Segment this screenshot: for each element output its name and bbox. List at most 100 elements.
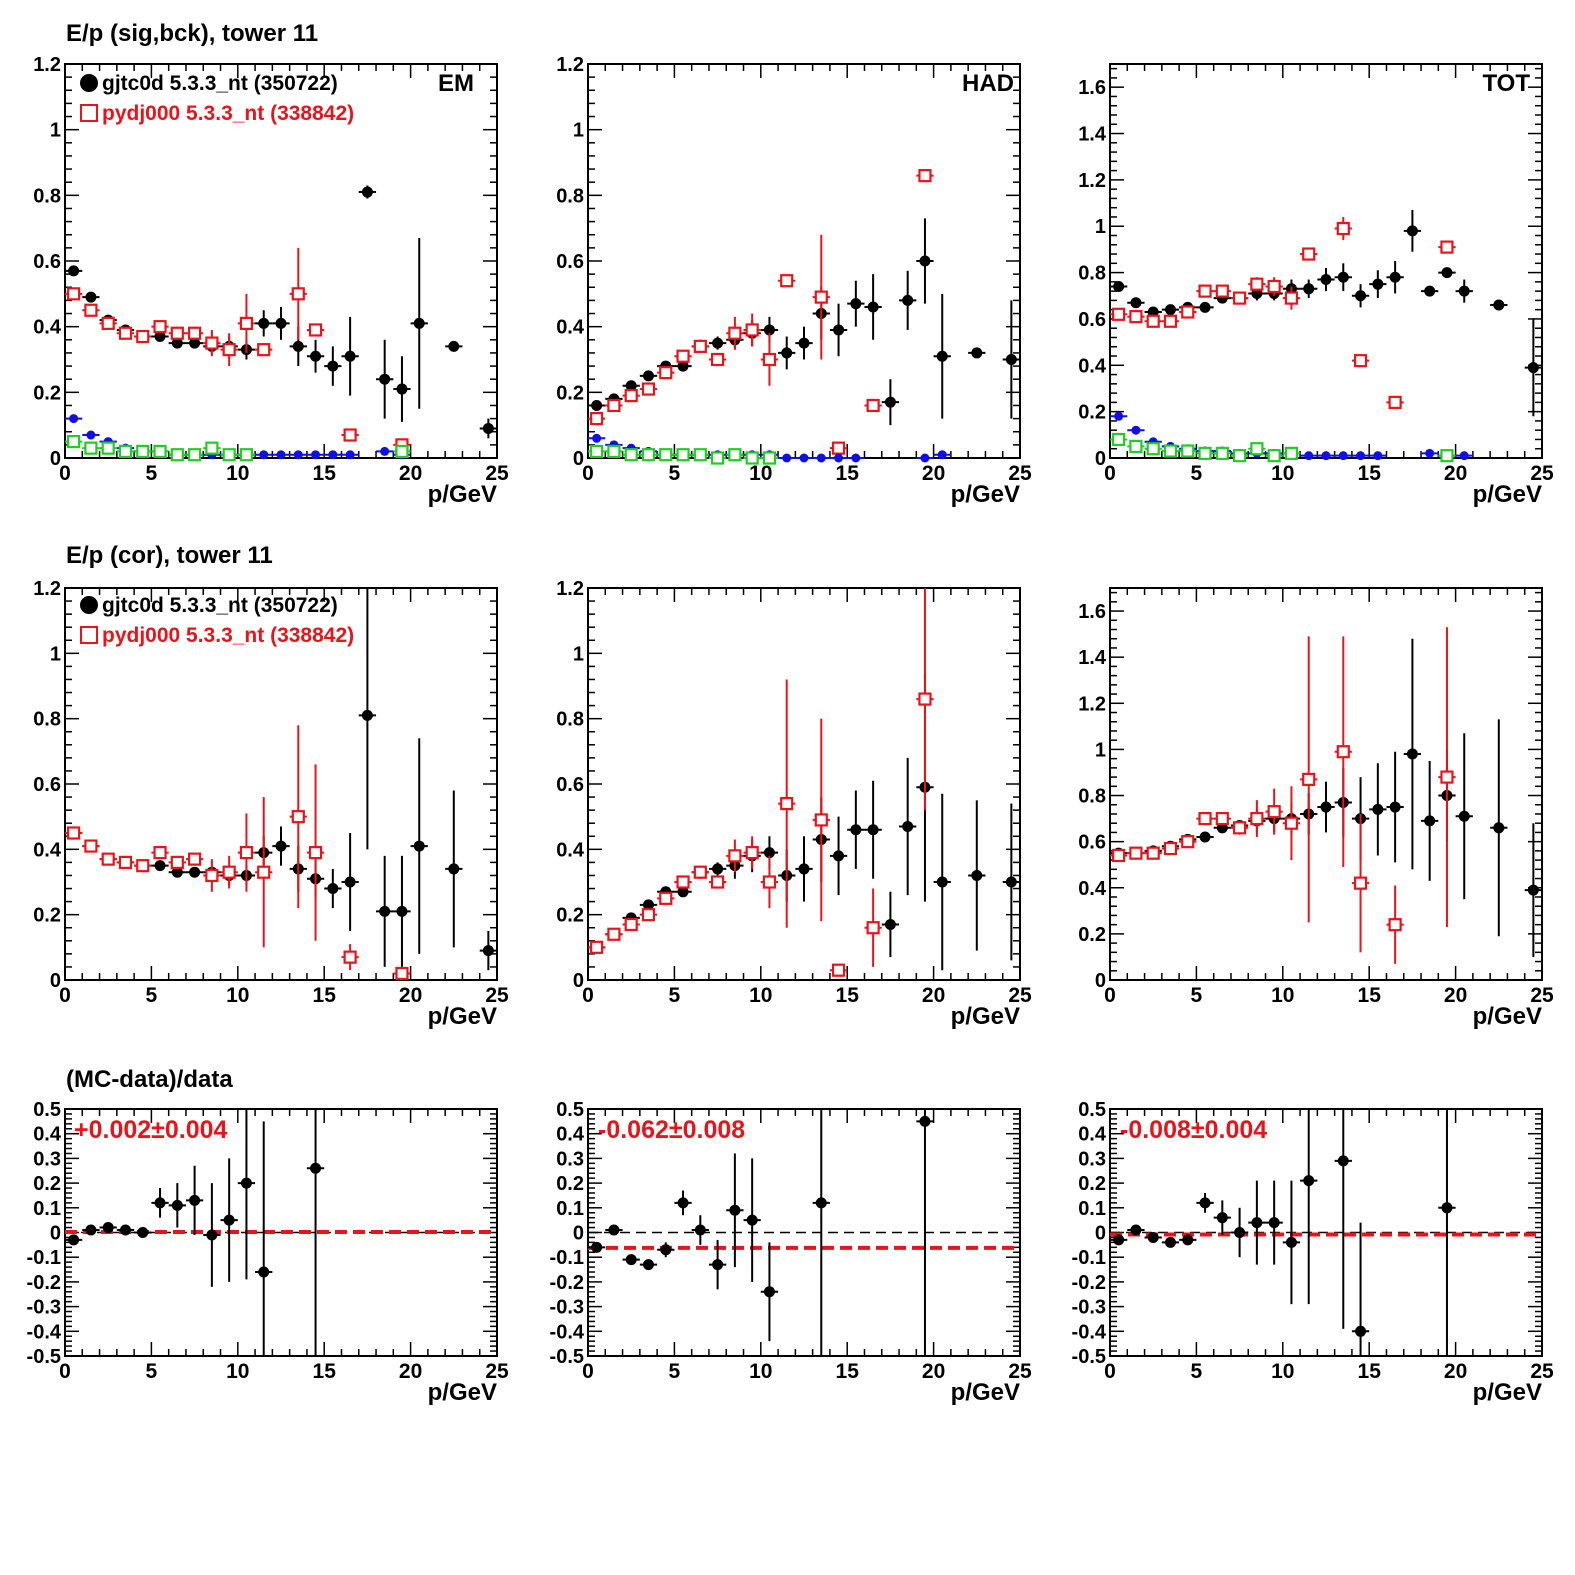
filled-circle-icon [80, 74, 98, 92]
data-point [833, 324, 845, 336]
data-point [591, 1241, 603, 1253]
x-tick-label: 25 [485, 984, 509, 1007]
background-mc-point [239, 448, 254, 462]
mc-point [1250, 811, 1264, 826]
x-tick-label: 0 [1104, 1360, 1116, 1383]
x-axis-label: p/GeV [951, 1003, 1020, 1030]
series-data [1110, 1109, 1456, 1356]
y-tick-label: -0.2 [27, 1272, 61, 1294]
data-point [85, 1224, 97, 1236]
y-tick-label: 1.2 [556, 54, 584, 76]
y-tick-label: -0.3 [27, 1297, 61, 1319]
mc-point [918, 169, 932, 183]
background-mc-point [1284, 446, 1299, 460]
mc-point [676, 875, 690, 889]
y-tick-label: 0.4 [1078, 878, 1107, 900]
open-square-icon [80, 626, 98, 644]
mc-point [814, 813, 828, 827]
data-point [850, 824, 862, 836]
y-tick-label: 0.2 [556, 1173, 584, 1195]
background-mc-point [222, 448, 236, 462]
y-tick-label: 0 [1095, 1223, 1106, 1245]
data-point [171, 337, 183, 349]
chart-ratio-em: 0 5 10 15 20 25-0.5-0.4-0.3-0.2-0.100.10.20.3… [27, 1099, 509, 1406]
data-point [1005, 876, 1017, 888]
data-point [258, 1266, 270, 1278]
x-tick-label: 5 [669, 462, 681, 485]
x-tick-label: 20 [922, 1360, 945, 1383]
series-bckmc [588, 444, 779, 465]
mc-point [1302, 247, 1316, 261]
y-tick-label: -0.3 [1072, 1297, 1106, 1319]
y-tick-label: 0.8 [1078, 263, 1106, 285]
x-tick-label: 25 [485, 462, 509, 485]
background-data-point [380, 446, 390, 456]
mc-point [607, 398, 621, 413]
data-point [712, 1259, 724, 1271]
mc-point [343, 428, 357, 442]
data-point [154, 331, 166, 343]
x-tick-label: 0 [582, 984, 594, 1007]
y-tick-label: 0.2 [33, 1173, 61, 1195]
data-point [1406, 748, 1418, 760]
mc-point [1163, 314, 1178, 328]
y-tick-label: 0.6 [1078, 832, 1106, 854]
background-mc-point [1112, 432, 1126, 447]
data-point [361, 709, 373, 721]
mc-point [1302, 772, 1316, 786]
background-mc-point [395, 444, 409, 459]
y-tick-label: 0.6 [556, 774, 584, 796]
data-point [292, 340, 304, 352]
x-tick-label: 25 [1008, 462, 1032, 485]
mc-point [641, 908, 656, 922]
data-point [1113, 1234, 1125, 1246]
mc-point [1336, 221, 1350, 236]
series-data [588, 1109, 934, 1356]
mc-point [866, 921, 880, 935]
series-data [65, 185, 497, 439]
mc-point [1181, 835, 1195, 849]
y-tick-label: 0.8 [1078, 786, 1106, 808]
mc-point [1440, 770, 1454, 784]
x-tick-label: 15 [313, 1360, 337, 1383]
mc-point [188, 326, 202, 340]
mc-point [395, 966, 409, 981]
mc-point [136, 859, 150, 873]
background-data-point [86, 430, 96, 440]
x-tick-label: 10 [1271, 462, 1294, 485]
data-point [1424, 815, 1436, 827]
legend-data-entry: gjtc0d 5.3.3_nt (350722) [80, 72, 338, 96]
data-point [1199, 831, 1211, 843]
x-tick-label: 20 [399, 1360, 422, 1383]
mc-point [762, 875, 777, 889]
mc-point [814, 290, 828, 304]
data-point [833, 850, 845, 862]
mc-point [84, 303, 98, 317]
mc-point [308, 323, 323, 337]
y-tick-label: 0.8 [556, 185, 584, 207]
x-tick-label: 20 [1444, 984, 1467, 1007]
mc-point [1181, 305, 1195, 319]
legend-mc-entry: pydj000 5.3.3_nt (338842) [80, 624, 354, 648]
data-point [1005, 354, 1017, 365]
y-tick-label: 1.2 [33, 578, 61, 600]
mc-point [118, 326, 133, 340]
data-point [798, 863, 810, 875]
data-point [694, 1224, 706, 1236]
panel-label-em: EM [438, 70, 474, 97]
mc-point [1284, 816, 1299, 830]
background-mc-point [136, 444, 150, 459]
x-tick-label: 5 [1191, 1360, 1203, 1383]
y-tick-label: 0.8 [33, 709, 61, 731]
data-point [1199, 1197, 1211, 1209]
background-data-point [1459, 451, 1469, 461]
mc-point [1112, 848, 1126, 863]
mc-point [659, 891, 673, 905]
x-tick-label: 20 [922, 984, 945, 1007]
mc-point [1215, 284, 1229, 298]
mc-point [291, 287, 305, 301]
background-mc-point [101, 441, 115, 455]
data-point [206, 1229, 218, 1241]
data-point [482, 422, 494, 434]
data-point [1251, 1217, 1263, 1229]
